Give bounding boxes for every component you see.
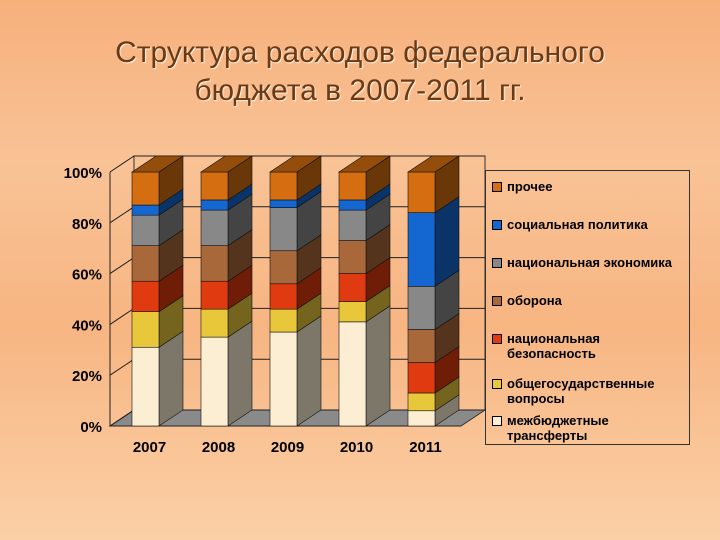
bar-segment	[338, 240, 367, 274]
bar-segment	[131, 214, 160, 246]
legend-item: национальная экономика	[492, 255, 687, 270]
bar-segment	[407, 392, 436, 412]
bar-top	[200, 155, 253, 173]
legend: прочее социальная политика национальная эк…	[485, 170, 690, 445]
legend-swatch	[492, 296, 502, 306]
bar-segment	[200, 199, 229, 211]
bar-segment	[338, 301, 367, 323]
bar-segment	[338, 209, 367, 241]
legend-item: оборона	[492, 293, 687, 308]
bar-segment	[407, 410, 436, 427]
bar-segment	[131, 204, 160, 216]
legend-label: прочее	[507, 179, 553, 194]
x-tick-label: 2007	[133, 439, 166, 456]
x-tick-label: 2009	[271, 439, 304, 456]
bar-segment	[338, 273, 367, 302]
bar-segment	[131, 171, 160, 206]
bar-segment-side	[365, 305, 391, 427]
title-line-1: Структура расходов федерального	[115, 36, 605, 69]
bar-segment	[407, 212, 436, 287]
legend-item: прочее	[492, 179, 687, 194]
bar-segment	[269, 207, 298, 252]
legend-item: межбюджетные трансферты	[492, 413, 687, 443]
y-tick-label: 40%	[72, 317, 102, 334]
bar-segment	[338, 199, 367, 211]
bar-segment	[269, 171, 298, 201]
y-tick-label: 60%	[72, 267, 102, 284]
legend-swatch	[492, 182, 502, 192]
bar-segment	[131, 245, 160, 282]
bar-segment	[200, 171, 229, 201]
bar-segment	[200, 245, 229, 282]
bar-segment	[407, 171, 436, 213]
title-line-2: бюджета в 2007-2011 гг.	[194, 74, 526, 107]
bar-top	[338, 155, 391, 173]
bar-segment	[200, 308, 229, 338]
legend-item: общегосударственные вопросы	[492, 376, 687, 406]
bar-segment	[407, 329, 436, 363]
bar-segment	[200, 209, 229, 246]
bar-segment	[131, 280, 160, 313]
legend-label: социальная политика	[507, 217, 648, 232]
legend-swatch	[492, 416, 502, 426]
bar-segment	[407, 285, 436, 330]
legend-label: национальная экономика	[507, 255, 673, 270]
bar-top	[131, 155, 184, 173]
bar-segment	[338, 321, 367, 427]
bar-segment	[269, 250, 298, 285]
bar-segment-side	[296, 315, 322, 427]
bar-segment	[269, 308, 298, 333]
legend-swatch	[492, 258, 502, 268]
bar-segment	[407, 362, 436, 394]
y-tick-label: 80%	[72, 216, 102, 233]
bar-segment	[200, 336, 229, 427]
legend-label: национальная безопасность	[507, 331, 601, 361]
bar-top	[269, 155, 322, 173]
legend-swatch	[492, 379, 502, 389]
y-tick-label: 100%	[64, 165, 102, 182]
bar-segment	[269, 199, 298, 208]
bar-top	[407, 155, 460, 173]
bar-segment	[131, 346, 160, 427]
bar-segment	[131, 311, 160, 348]
y-tick-label: 20%	[72, 368, 102, 385]
legend-item: социальная политика	[492, 217, 687, 232]
bar-segment	[269, 331, 298, 427]
legend-swatch	[492, 220, 502, 230]
x-tick-label: 2011	[409, 439, 442, 456]
bar-segment-side	[158, 330, 184, 427]
bar-segment	[338, 171, 367, 201]
legend-label: межбюджетные трансферты	[507, 413, 609, 443]
bar-segment	[200, 280, 229, 310]
bar-segment-side	[227, 320, 253, 427]
legend-label: общегосударственные вопросы	[507, 376, 655, 406]
bar-segment	[269, 283, 298, 310]
legend-item: национальная безопасность	[492, 331, 687, 361]
chart-title: Структура расходов федерального бюджета …	[0, 34, 720, 110]
y-tick-label: 0%	[80, 419, 102, 436]
legend-swatch	[492, 334, 502, 344]
x-tick-label: 2010	[340, 439, 373, 456]
x-tick-label: 2008	[202, 439, 235, 456]
legend-label: оборона	[507, 293, 562, 308]
